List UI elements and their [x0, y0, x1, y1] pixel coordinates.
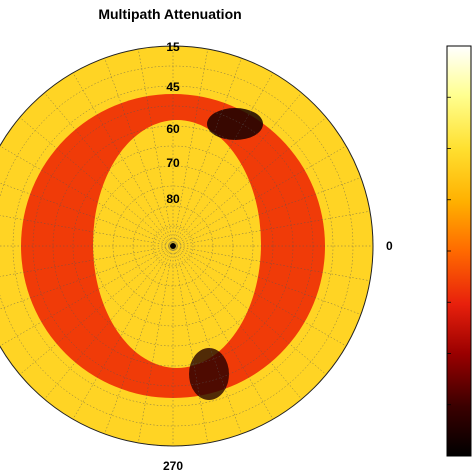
grid-circle — [72, 145, 274, 347]
elevation-tick-label: 60 — [166, 122, 180, 136]
polar-grid — [0, 45, 374, 447]
colorbar-ticks — [447, 96, 451, 406]
pole-center — [170, 243, 176, 249]
elevation-tick-label: 80 — [166, 192, 180, 206]
grid-circle — [152, 225, 194, 267]
azimuth-tick-label: 270 — [163, 459, 183, 473]
elevation-tick-label: 15 — [166, 40, 180, 54]
region-right-dark-top — [207, 108, 263, 140]
region-right-dark-bottom — [189, 348, 229, 400]
grid-circle — [12, 85, 334, 407]
chart-title: Multipath Attenuation — [98, 6, 241, 22]
tick-labels: 15 45 60 70 80 0 270 — [163, 40, 393, 473]
grid-circle — [92, 165, 254, 327]
polar-frame — [0, 45, 374, 447]
azimuth-tick-label: 0 — [386, 239, 393, 253]
region-center-disk — [93, 120, 261, 368]
elevation-tick-label: 45 — [166, 80, 180, 94]
elevation-tick-label: 70 — [166, 156, 180, 170]
